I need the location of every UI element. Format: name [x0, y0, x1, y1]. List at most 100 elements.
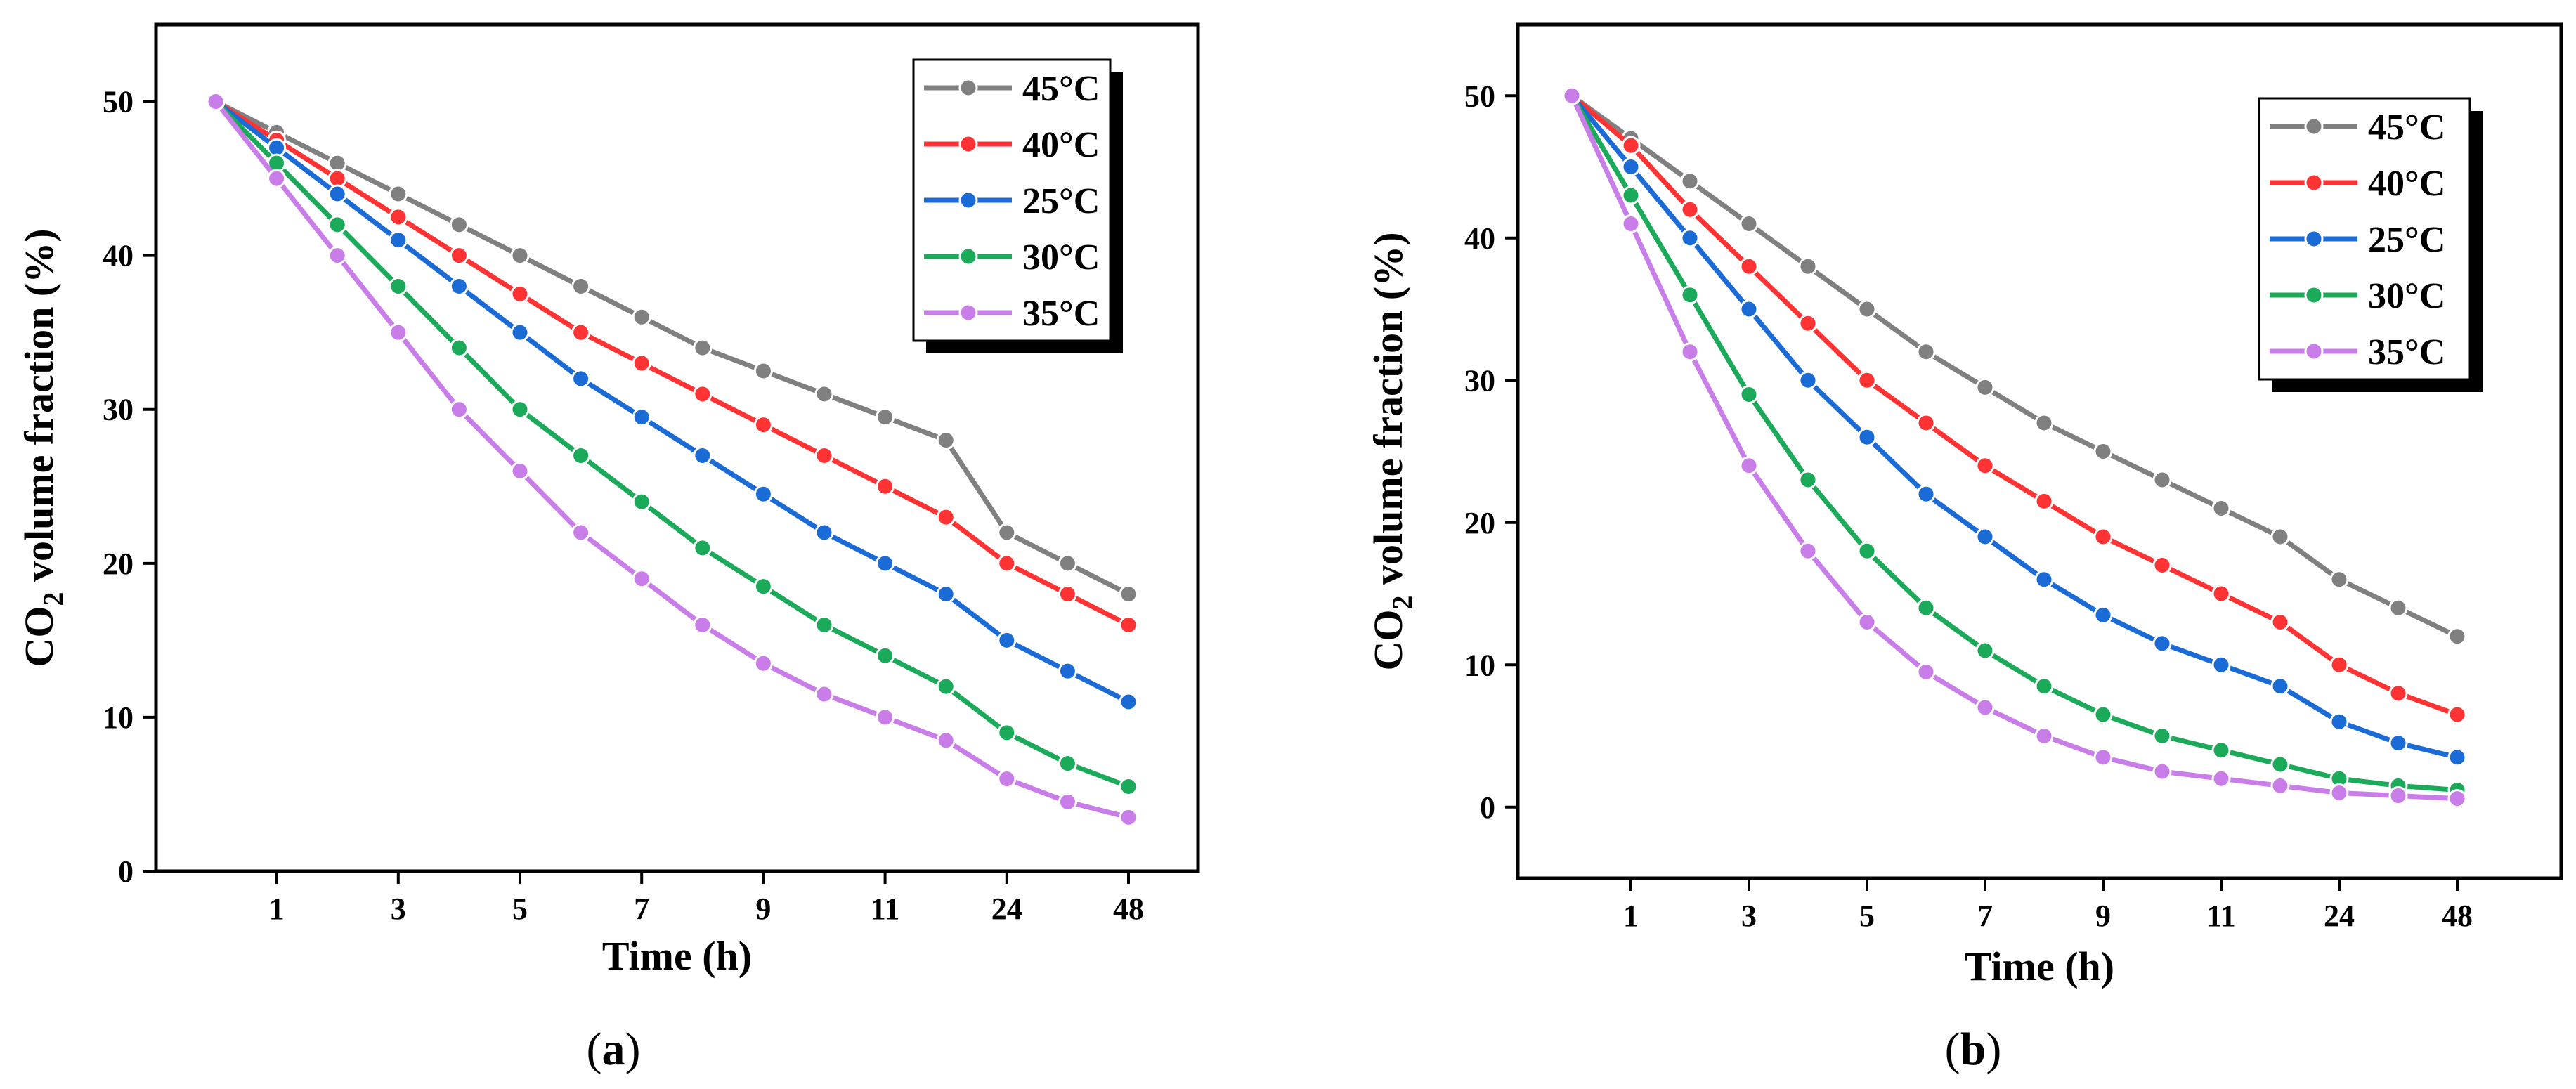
- data-point: [571, 523, 591, 542]
- data-point: [2034, 570, 2054, 589]
- legend-label: 25°C: [1022, 181, 1100, 221]
- y-tick-label: 10: [1464, 648, 1495, 682]
- data-point: [1680, 228, 1700, 248]
- x-tick-label: 48: [2442, 899, 2473, 933]
- data-point: [1975, 377, 1995, 397]
- data-point: [2152, 470, 2172, 490]
- data-point: [1119, 807, 1138, 827]
- data-point: [1739, 456, 1759, 476]
- data-point: [510, 400, 530, 419]
- data-point: [876, 646, 895, 665]
- series-line-1: [214, 99, 1130, 627]
- data-point: [2388, 684, 2408, 703]
- legend-label: 40°C: [1022, 125, 1100, 165]
- data-point: [2388, 733, 2408, 753]
- data-point: [510, 284, 530, 304]
- data-point: [753, 653, 773, 673]
- data-point: [1621, 157, 1641, 176]
- data-point: [1916, 662, 1936, 682]
- x-tick-label: 3: [1741, 899, 1757, 933]
- data-point: [449, 400, 469, 419]
- data-point: [2211, 584, 2231, 604]
- data-point: [1798, 541, 1818, 561]
- data-point: [389, 184, 408, 204]
- data-point: [2034, 491, 2054, 511]
- data-point: [2034, 413, 2054, 433]
- data-point: [206, 92, 226, 112]
- legend-label: 30°C: [2368, 276, 2445, 316]
- y-tick-label: 20: [103, 547, 134, 581]
- data-point: [2093, 605, 2113, 625]
- chart-panel-b: 0 10 20 30 40 50 1 3 5 7 9 11 24 48 Time (h) CO2 volume…: [1365, 22, 2563, 1075]
- y-axis-title: CO2 volume fraction (%): [16, 228, 69, 667]
- data-point: [2447, 705, 2467, 724]
- data-point: [997, 630, 1017, 650]
- data-point: [389, 230, 408, 250]
- series-line-0: [1570, 93, 2459, 639]
- data-point: [327, 215, 347, 235]
- legend-swatch-marker: [958, 303, 978, 322]
- data-point: [997, 554, 1017, 573]
- data-point: [1916, 484, 1936, 504]
- data-point: [389, 207, 408, 227]
- data-point: [753, 415, 773, 435]
- data-point: [2270, 755, 2290, 774]
- data-point: [814, 523, 834, 542]
- data-point: [1680, 342, 1700, 362]
- y-axis-title: CO2 volume fraction (%): [1365, 232, 1418, 670]
- data-point: [997, 523, 1017, 542]
- data-point: [693, 538, 713, 558]
- data-point: [997, 723, 1017, 743]
- data-point: [693, 445, 713, 465]
- data-point: [1119, 692, 1138, 712]
- legend-swatch-marker: [2304, 285, 2324, 305]
- series-line-4: [1569, 94, 2458, 802]
- data-point: [449, 215, 469, 235]
- data-point: [814, 384, 834, 404]
- data-point: [2211, 655, 2231, 674]
- plot-frame: [1516, 22, 2563, 880]
- data-point: [936, 431, 956, 450]
- panel-caption: (a): [587, 1024, 641, 1075]
- legend-label: 45°C: [2368, 107, 2445, 148]
- data-point: [632, 353, 651, 373]
- data-point: [876, 407, 895, 427]
- data-point: [1739, 256, 1759, 276]
- x-tick-label: 24: [2324, 899, 2355, 933]
- data-point: [1916, 413, 1936, 433]
- data-point: [2152, 634, 2172, 653]
- data-point: [753, 361, 773, 381]
- x-axis-title: Time (h): [1965, 944, 2114, 989]
- y-tick-label: 30: [1464, 363, 1495, 398]
- legend-swatch-marker: [2304, 229, 2324, 249]
- legend-swatch-marker: [2304, 173, 2324, 193]
- x-tick-label: 5: [1859, 899, 1875, 933]
- data-point: [2093, 705, 2113, 724]
- legend-swatch-marker: [2304, 117, 2324, 136]
- data-point: [1857, 427, 1877, 447]
- legend-label: 40°C: [2368, 164, 2445, 204]
- data-point: [1916, 598, 1936, 618]
- data-point: [449, 338, 469, 358]
- series-line-4: [214, 100, 1129, 820]
- chart-panel-a: 0 10 20 30 40 50 1 3 5 7 9 11 24 48 Time (h) CO2 volume…: [16, 22, 1200, 1075]
- data-point: [1562, 86, 1582, 105]
- data-point: [571, 322, 591, 342]
- data-point: [1058, 585, 1077, 604]
- x-tick-label: 24: [991, 892, 1022, 926]
- data-point: [1058, 792, 1077, 811]
- data-point: [1680, 171, 1700, 191]
- data-point: [814, 445, 834, 465]
- series-line-3: [1569, 94, 2458, 793]
- data-point: [1680, 285, 1700, 305]
- data-point: [814, 684, 834, 704]
- data-point: [876, 554, 895, 573]
- data-point: [693, 338, 713, 358]
- legend-label: 35°C: [1022, 294, 1100, 334]
- data-point: [510, 461, 530, 481]
- x-tick-label: 1: [1623, 899, 1639, 933]
- y-tick-label: 50: [103, 85, 134, 119]
- data-point: [1798, 256, 1818, 276]
- data-point: [632, 307, 651, 327]
